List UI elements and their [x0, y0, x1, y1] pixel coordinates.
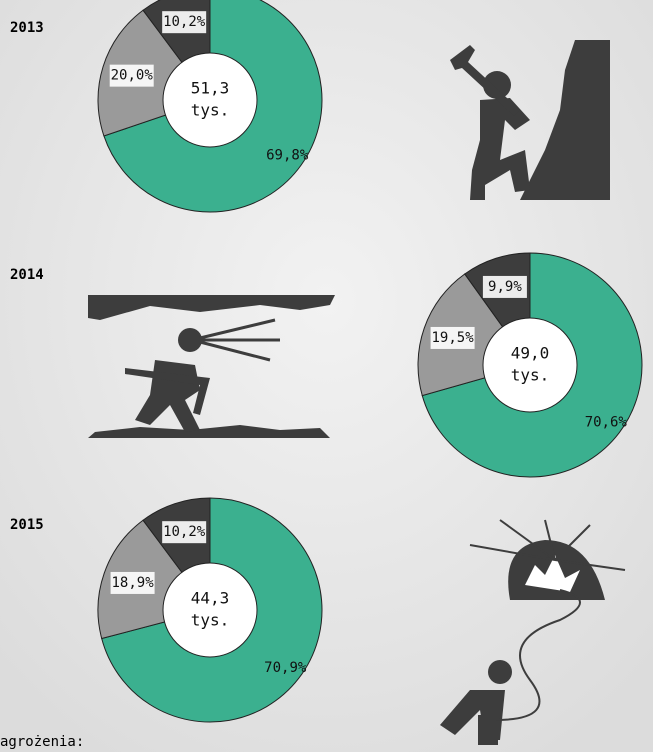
chart-title: 2014: [10, 267, 44, 283]
chart-title: 2015: [10, 517, 44, 533]
center-label: 44,3: [191, 589, 230, 608]
value-label: 10,2%: [163, 14, 206, 30]
value-label: 70,9%: [264, 660, 307, 676]
center-label: tys.: [511, 366, 550, 385]
value-label: 10,2%: [163, 524, 206, 540]
value-label: 19,5%: [432, 330, 475, 346]
value-label: 70,6%: [585, 414, 628, 430]
infographic: agrożenia: 2013 69,8% 20,0% 10,2% 51,3 tys. 20…: [0, 0, 653, 752]
footer: agrożenia:: [0, 734, 84, 750]
value-label: 18,9%: [112, 575, 155, 591]
center-label: 49,0: [511, 344, 550, 363]
page: {"chart_data": [ {"type": "donut", "titl…: [0, 0, 653, 752]
center-label: tys.: [191, 101, 230, 120]
value-label: 20,0%: [111, 68, 154, 84]
value-label: 69,8%: [266, 147, 309, 163]
value-label: 9,9%: [488, 279, 522, 295]
center-label: tys.: [191, 611, 230, 630]
center-label: 51,3: [191, 79, 230, 98]
chart-title: 2013: [10, 20, 44, 36]
